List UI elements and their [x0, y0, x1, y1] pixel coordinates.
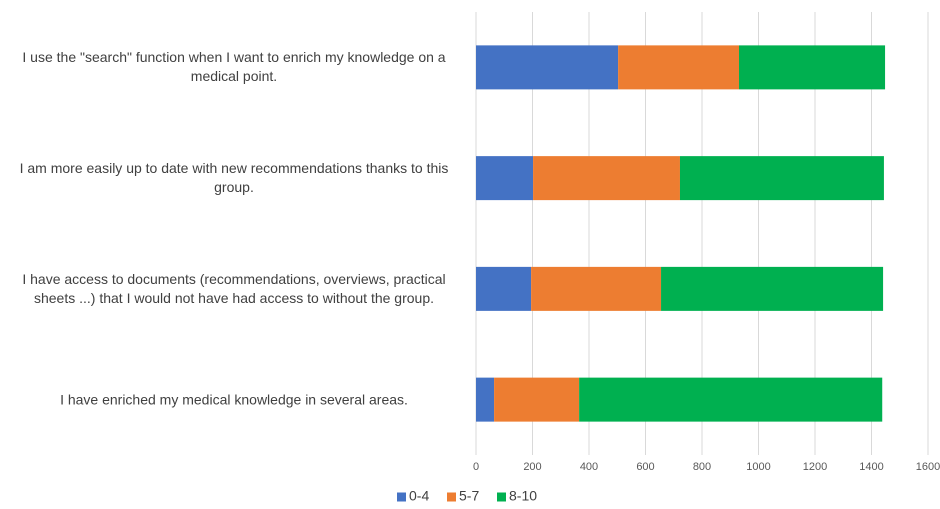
x-tick-label: 1000	[746, 461, 770, 473]
bar	[476, 266, 532, 311]
bar	[739, 45, 886, 90]
legend-label: 5-7	[459, 488, 479, 504]
category-label: I have access to documents (recommendati…	[22, 270, 446, 306]
legend-swatch	[397, 492, 406, 502]
x-tick-label: 1200	[803, 461, 827, 473]
bar	[579, 377, 883, 422]
bar	[533, 156, 680, 201]
x-tick-label: 200	[523, 461, 541, 473]
x-tick-label: 1600	[916, 461, 940, 473]
x-tick-label: 1400	[859, 461, 883, 473]
bar	[531, 266, 662, 311]
bar	[661, 266, 884, 311]
bar	[618, 45, 740, 90]
legend-swatch	[447, 492, 456, 502]
x-tick-label: 600	[636, 461, 654, 473]
x-tick-label: 400	[580, 461, 598, 473]
category-label: I am more easily up to date with new rec…	[19, 160, 449, 196]
legend-swatch	[497, 492, 506, 502]
x-tick-label: 0	[473, 461, 479, 473]
legend-label: 0-4	[409, 488, 429, 504]
bar	[476, 377, 495, 422]
legend-label: 8-10	[509, 488, 537, 504]
bar	[494, 377, 580, 422]
bar	[476, 45, 619, 90]
x-tick-label: 800	[693, 461, 711, 473]
category-label: I use the "search" function when I want …	[22, 49, 446, 85]
bar	[679, 156, 884, 201]
category-label: I have enriched my medical knowledge in …	[60, 391, 408, 408]
bar	[476, 156, 534, 201]
